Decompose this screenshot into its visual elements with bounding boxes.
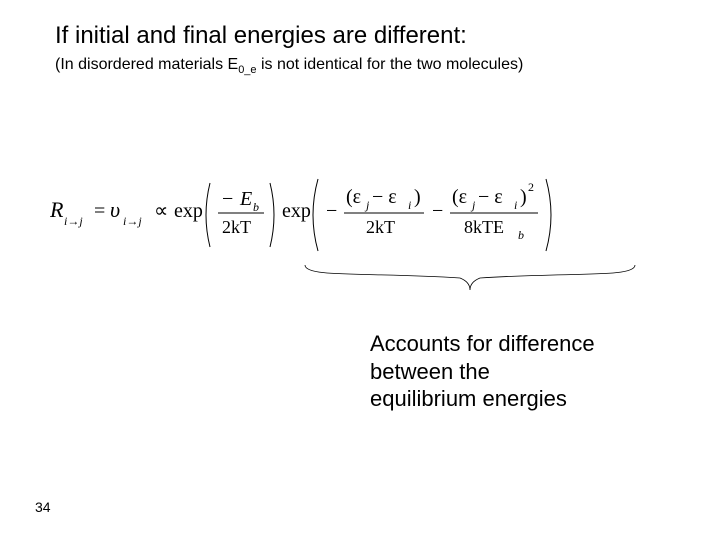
paren2-left [313,179,318,251]
eq-t1-minus: − [222,188,233,210]
eq-t1-E: E [239,188,252,210]
eq-t3-sq: 2 [528,180,534,194]
paren1-right [270,183,274,247]
eq-exp2: exp [282,200,311,222]
equation-svg: R i→j = υ i→j ∝ exp − E b 2kT exp − (ε j… [50,175,650,255]
slide-heading: If initial and final energies are differ… [55,22,467,50]
eq-nu: υ [110,197,120,222]
eq-t2-num-r: ) [414,186,421,208]
eq-t3-j: j [470,198,476,212]
eq-t2-num-m: − ε [372,186,397,208]
underbrace-icon [300,260,640,300]
paren2-right [546,179,551,251]
eq-nu-sub: i→j [123,214,142,228]
eq-t2-num-l: (ε [346,186,361,208]
eq-t3-num-l: (ε [452,186,467,208]
eq-t3-num-m: − ε [478,186,503,208]
eq-t2-den: 2kT [366,217,395,237]
brace-annotation: Accounts for difference between the equi… [370,330,600,413]
subheading-pre: (In disordered materials E [55,56,238,73]
eq-t3-den-sub: b [518,228,524,242]
eq-t2-minus: − [326,200,337,222]
eq-t3-num-r: ) [520,186,527,208]
eq-t1-den: 2kT [222,217,251,237]
paren1-left [206,183,210,247]
eq-t3-i: i [514,198,517,212]
eq-t2-i: i [408,198,411,212]
eq-t1-Esub: b [253,200,259,214]
eq-propto: ∝ [154,200,168,222]
slide-subheading: (In disordered materials E0_e is not ide… [55,56,523,76]
eq-t3-minus: − [432,200,443,222]
subheading-subscript: 0_e [238,64,256,76]
eq-t3-den-pre: 8kTE [464,217,504,237]
eq-exp1: exp [174,200,203,222]
rate-equation: R i→j = υ i→j ∝ exp − E b 2kT exp − (ε j… [50,175,650,260]
eq-R-sub: i→j [64,214,83,228]
page-number: 34 [35,499,51,515]
eq-equals: = [94,200,105,222]
eq-R: R [50,197,64,222]
subheading-post: is not identical for the two molecules) [257,56,524,73]
eq-t2-j: j [364,198,370,212]
